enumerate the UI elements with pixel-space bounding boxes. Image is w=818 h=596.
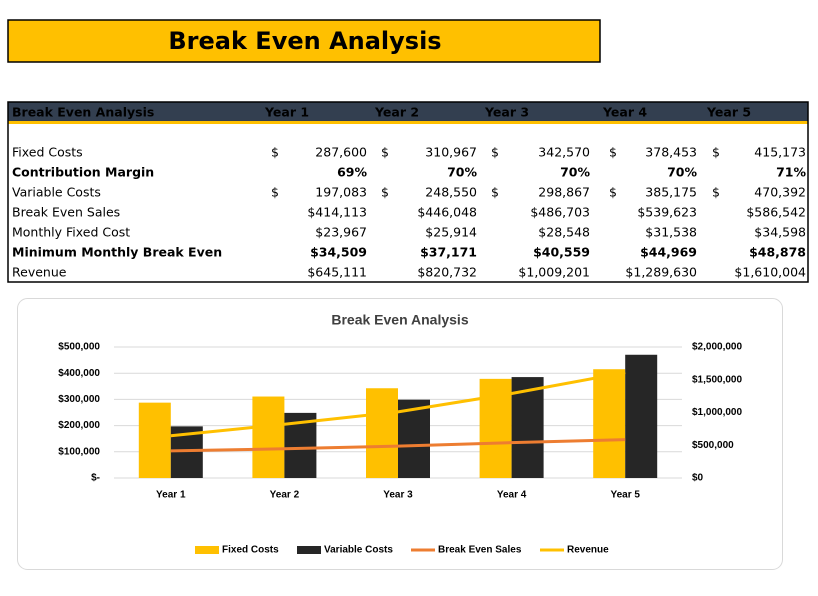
currency-sign: $ — [381, 145, 389, 160]
currency-sign: $ — [271, 185, 279, 200]
y2-tick-label: $1,000,000 — [692, 407, 742, 418]
cell-value: 70% — [447, 165, 477, 180]
cell-value: 310,967 — [425, 145, 477, 160]
column-header: Year 5 — [706, 105, 751, 120]
cell-value: 470,392 — [754, 185, 806, 200]
chart-title: Break Even Analysis — [331, 312, 468, 328]
x-tick-label: Year 4 — [497, 490, 527, 501]
currency-sign: $ — [609, 185, 617, 200]
cell-value: 385,175 — [645, 185, 697, 200]
cell-value: 70% — [667, 165, 697, 180]
page-title: Break Even Analysis — [168, 27, 441, 55]
title-box — [7, 19, 601, 63]
cell-value: $31,538 — [645, 225, 697, 240]
cell-value: 415,173 — [754, 145, 806, 160]
bar — [398, 399, 430, 478]
cell-value: $539,623 — [637, 205, 697, 220]
x-tick-label: Year 5 — [610, 490, 640, 501]
cell-value: 342,570 — [538, 145, 590, 160]
cell-value: 71% — [776, 165, 806, 180]
y-tick-label: $- — [91, 473, 100, 484]
cell-value: $28,548 — [538, 225, 590, 240]
cell-value: $37,171 — [420, 245, 477, 260]
column-header: Year 3 — [484, 105, 529, 120]
currency-sign: $ — [491, 145, 499, 160]
y-tick-label: $300,000 — [58, 394, 100, 405]
y-tick-label: $500,000 — [58, 342, 100, 353]
cell-value: 248,550 — [425, 185, 477, 200]
legend-swatch — [297, 546, 321, 554]
legend-label: Fixed Costs — [222, 545, 279, 556]
cell-value: $414,113 — [307, 205, 367, 220]
row-label: Break Even Sales — [12, 205, 120, 220]
row-label: Contribution Margin — [12, 165, 154, 180]
cell-value: $486,703 — [530, 205, 590, 220]
bar — [593, 369, 626, 478]
legend-label: Break Even Sales — [438, 545, 522, 556]
cell-value: $1,289,630 — [625, 265, 697, 280]
cell-value: $34,509 — [310, 245, 367, 260]
cell-value: $820,732 — [417, 265, 477, 280]
column-header: Year 4 — [602, 105, 647, 120]
cell-value: 378,453 — [645, 145, 697, 160]
cell-value: $1,009,201 — [518, 265, 590, 280]
y-tick-label: $100,000 — [58, 446, 100, 457]
currency-sign: $ — [381, 185, 389, 200]
column-header: Year 1 — [264, 105, 309, 120]
cell-value: $48,878 — [749, 245, 806, 260]
cell-value: 69% — [337, 165, 367, 180]
currency-sign: $ — [271, 145, 279, 160]
bar — [366, 388, 398, 478]
y-tick-label: $200,000 — [58, 420, 100, 431]
y-tick-label: $400,000 — [58, 368, 100, 379]
cell-value: $23,967 — [315, 225, 367, 240]
legend-label: Variable Costs — [324, 545, 393, 556]
cell-value: $34,598 — [754, 225, 806, 240]
x-tick-label: Year 3 — [383, 490, 413, 501]
row-label: Fixed Costs — [12, 145, 83, 160]
currency-sign: $ — [712, 185, 720, 200]
cell-value: $645,111 — [307, 265, 367, 280]
y2-tick-label: $500,000 — [692, 440, 734, 451]
cell-value: 287,600 — [315, 145, 367, 160]
cell-value: $446,048 — [417, 205, 477, 220]
currency-sign: $ — [491, 185, 499, 200]
currency-sign: $ — [712, 145, 720, 160]
line — [170, 371, 626, 438]
bar — [625, 354, 658, 478]
legend-swatch — [195, 546, 219, 554]
cell-value: 70% — [560, 165, 590, 180]
cell-value: 298,867 — [538, 185, 590, 200]
y2-tick-label: $2,000,000 — [692, 342, 742, 353]
x-tick-label: Year 1 — [156, 490, 186, 501]
column-header: Break Even Analysis — [12, 105, 154, 120]
line — [170, 438, 626, 453]
column-header: Year 2 — [374, 105, 419, 120]
row-label: Variable Costs — [12, 185, 101, 200]
legend-label: Revenue — [567, 545, 609, 556]
table-header-bg — [8, 102, 808, 122]
cell-value: $25,914 — [425, 225, 477, 240]
row-label: Revenue — [12, 265, 67, 280]
cell-value: $1,610,004 — [734, 265, 806, 280]
currency-sign: $ — [609, 145, 617, 160]
table-border — [7, 101, 809, 283]
bar — [252, 396, 285, 478]
cell-value: 197,083 — [315, 185, 367, 200]
row-label: Monthly Fixed Cost — [12, 225, 130, 240]
y2-tick-label: $0 — [692, 473, 704, 484]
cell-value: $40,559 — [533, 245, 590, 260]
row-label: Minimum Monthly Break Even — [12, 245, 222, 260]
bar — [138, 402, 171, 478]
x-tick-label: Year 2 — [270, 490, 300, 501]
y2-tick-label: $1,500,000 — [692, 374, 742, 385]
cell-value: $44,969 — [640, 245, 697, 260]
cell-value: $586,542 — [746, 205, 806, 220]
